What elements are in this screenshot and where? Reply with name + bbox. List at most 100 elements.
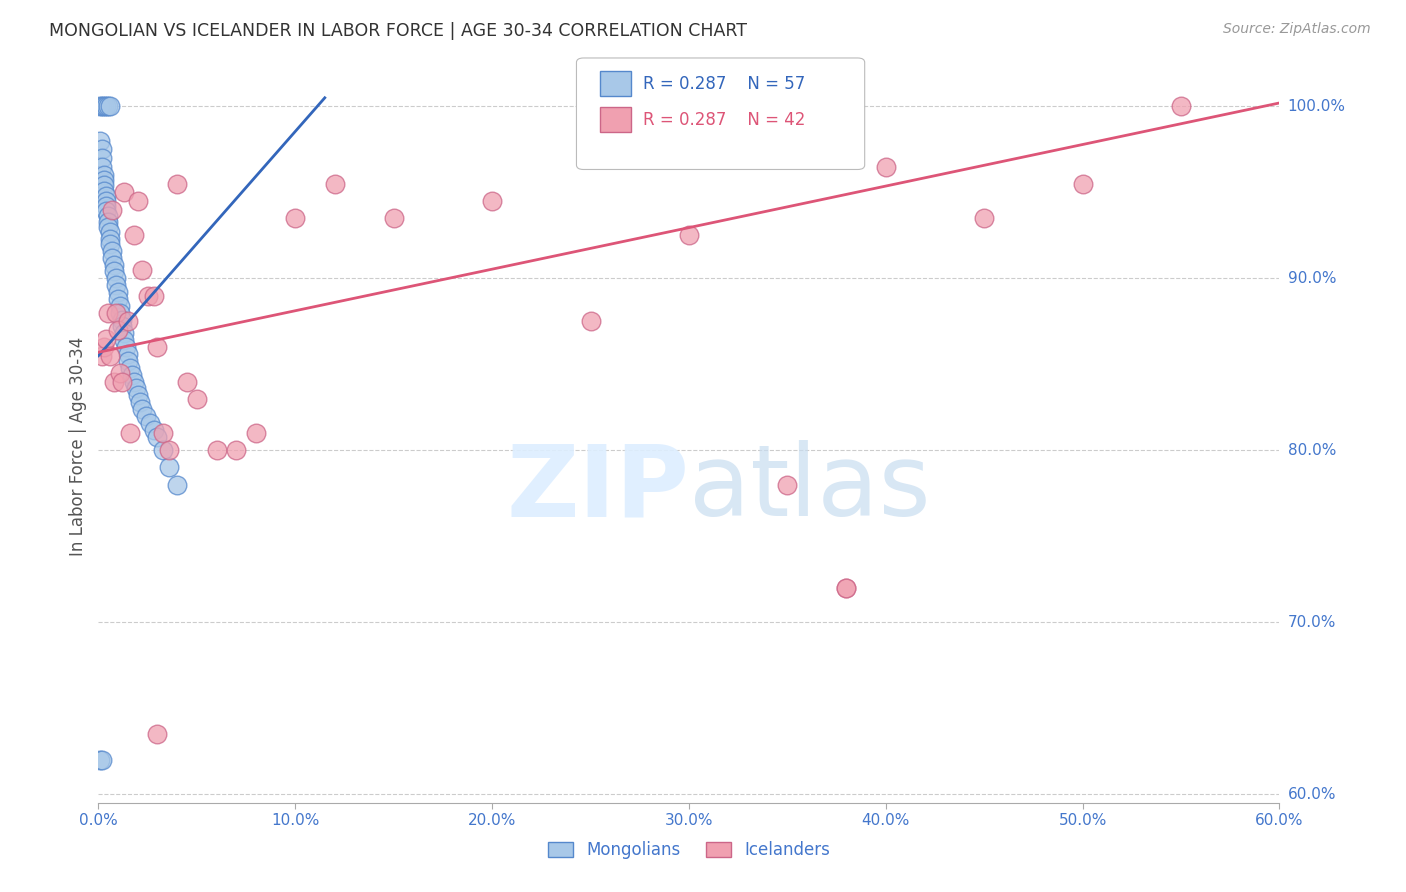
Point	[118, 426, 141, 441]
Point	[97, 210, 120, 224]
Point	[108, 366, 131, 380]
Point	[1170, 99, 1192, 113]
Point	[125, 381, 148, 395]
Point	[135, 409, 157, 423]
Point	[166, 477, 188, 491]
Text: Source: ZipAtlas.com: Source: ZipAtlas.com	[1223, 22, 1371, 37]
Point	[107, 292, 129, 306]
Text: 100.0%: 100.0%	[1288, 99, 1346, 114]
Point	[136, 288, 159, 302]
Point	[146, 727, 169, 741]
Text: 90.0%: 90.0%	[1288, 271, 1336, 285]
Point	[91, 151, 114, 165]
Point	[152, 426, 174, 441]
Point	[98, 99, 121, 113]
Text: R = 0.287    N = 57: R = 0.287 N = 57	[643, 75, 804, 93]
Point	[96, 189, 118, 203]
Point	[96, 199, 118, 213]
Point	[245, 426, 267, 441]
Text: ZIP: ZIP	[506, 441, 689, 537]
Point	[97, 214, 120, 228]
Point	[97, 306, 120, 320]
Point	[89, 753, 111, 767]
Point	[176, 375, 198, 389]
Text: 70.0%: 70.0%	[1288, 615, 1336, 630]
Point	[91, 99, 114, 113]
Point	[481, 194, 503, 208]
Point	[98, 236, 121, 251]
Point	[103, 258, 125, 272]
Point	[111, 319, 134, 334]
Point	[96, 194, 118, 208]
Point	[93, 168, 115, 182]
Point	[96, 204, 118, 219]
Point	[152, 443, 174, 458]
Point	[96, 99, 118, 113]
Point	[142, 423, 165, 437]
Point	[93, 340, 115, 354]
Point	[776, 477, 799, 491]
Point	[122, 375, 145, 389]
Point	[284, 211, 307, 226]
Point	[117, 347, 139, 361]
Point	[107, 285, 129, 299]
Point	[101, 251, 124, 265]
Point	[127, 194, 149, 208]
Point	[107, 323, 129, 337]
Point	[93, 178, 115, 193]
Point	[108, 299, 131, 313]
Point	[91, 349, 114, 363]
Point	[835, 581, 858, 595]
Point	[121, 368, 143, 382]
Point	[97, 99, 120, 113]
Text: 80.0%: 80.0%	[1288, 442, 1336, 458]
Point	[131, 262, 153, 277]
Point	[146, 429, 169, 443]
Point	[93, 173, 115, 187]
Text: MONGOLIAN VS ICELANDER IN LABOR FORCE | AGE 30-34 CORRELATION CHART: MONGOLIAN VS ICELANDER IN LABOR FORCE | …	[49, 22, 747, 40]
Point	[98, 349, 121, 363]
Point	[91, 753, 114, 767]
Point	[108, 306, 131, 320]
Point	[225, 443, 247, 458]
Point	[96, 332, 118, 346]
Point	[91, 160, 114, 174]
Point	[128, 395, 150, 409]
Point	[118, 360, 141, 375]
Point	[112, 186, 135, 200]
Point	[146, 340, 169, 354]
Point	[111, 312, 134, 326]
Point	[105, 278, 128, 293]
Point	[166, 177, 188, 191]
Point	[89, 99, 111, 113]
Point	[117, 314, 139, 328]
Point	[103, 375, 125, 389]
Point	[105, 271, 128, 285]
Y-axis label: In Labor Force | Age 30-34: In Labor Force | Age 30-34	[69, 336, 87, 556]
Point	[973, 211, 995, 226]
Point	[93, 184, 115, 198]
Text: atlas: atlas	[689, 441, 931, 537]
Point	[103, 264, 125, 278]
Point	[117, 354, 139, 368]
Point	[131, 402, 153, 417]
Point	[122, 228, 145, 243]
Point	[101, 244, 124, 258]
Legend: Mongolians, Icelanders: Mongolians, Icelanders	[541, 835, 837, 866]
Point	[101, 202, 124, 217]
Point	[678, 228, 700, 243]
Point	[205, 443, 228, 458]
Point	[98, 232, 121, 246]
Point	[115, 340, 138, 354]
Point	[157, 460, 180, 475]
Point	[127, 388, 149, 402]
Point	[186, 392, 208, 406]
Text: R = 0.287    N = 42: R = 0.287 N = 42	[643, 111, 804, 128]
Point	[382, 211, 405, 226]
Point	[835, 581, 858, 595]
Point	[138, 416, 160, 430]
Text: 60.0%: 60.0%	[1288, 787, 1336, 802]
Point	[97, 219, 120, 234]
Point	[1071, 177, 1094, 191]
Point	[323, 177, 346, 191]
